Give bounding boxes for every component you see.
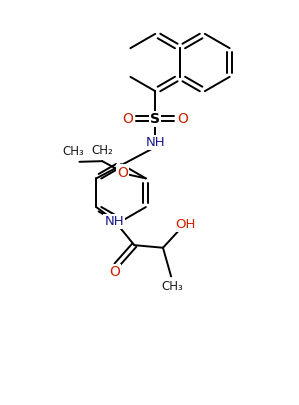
Text: O: O (122, 112, 133, 126)
Text: S: S (150, 112, 160, 126)
Text: O: O (117, 166, 128, 179)
Text: NH: NH (104, 215, 124, 228)
Text: CH₃: CH₃ (162, 280, 184, 293)
Text: CH₃: CH₃ (63, 145, 84, 158)
Text: O: O (178, 112, 188, 126)
Text: CH₂: CH₂ (91, 144, 113, 157)
Text: O: O (109, 265, 120, 279)
Text: NH: NH (145, 136, 165, 149)
Text: OH: OH (175, 218, 195, 231)
